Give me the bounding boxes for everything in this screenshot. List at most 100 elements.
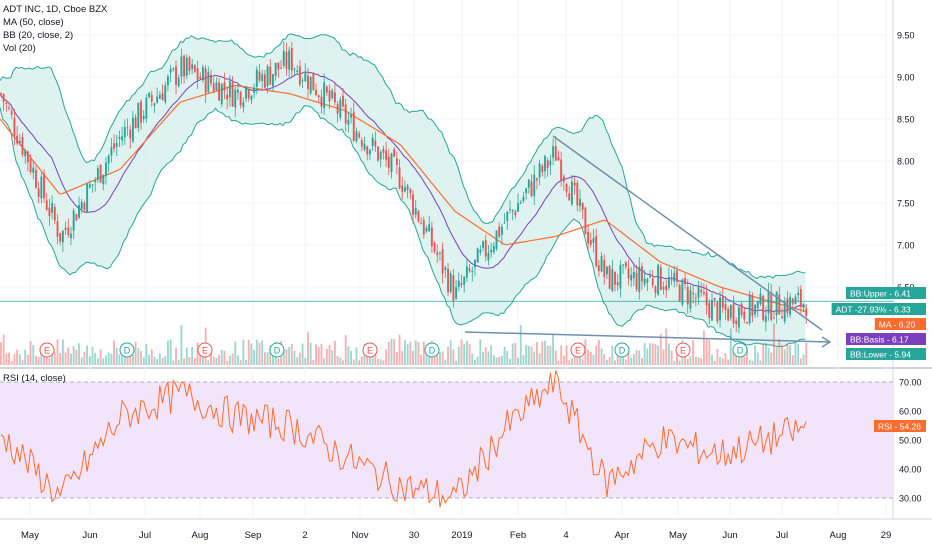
volume-bar [199, 350, 202, 365]
candle-body [616, 282, 619, 286]
candle-body [113, 143, 116, 149]
volume-bar [711, 354, 713, 365]
candle-body [455, 287, 458, 299]
volume-bar [339, 357, 342, 365]
volume-bar [527, 345, 530, 365]
candle-body [105, 162, 107, 176]
volume-bar [732, 352, 735, 365]
volume-bar [525, 345, 528, 365]
candle-body [347, 119, 350, 125]
time-axis-label: Apr [615, 530, 630, 541]
candle-body [0, 93, 2, 95]
volume-bar [336, 355, 339, 365]
candle-body [587, 231, 590, 244]
volume-bar [231, 353, 234, 365]
candle-body [242, 102, 245, 108]
candle-body [59, 232, 62, 242]
candle-body [234, 89, 237, 108]
volume-bar [107, 352, 110, 365]
candle-body [48, 207, 51, 216]
candle-body [331, 90, 334, 98]
candle-body [595, 236, 598, 266]
candle-body [606, 266, 608, 275]
candle-body [24, 150, 27, 157]
time-axis-label: 2019 [451, 530, 472, 541]
legend-symbol[interactable]: ADT INC, 1D, Cboe BZX [3, 4, 108, 15]
volume-bar [245, 359, 247, 365]
candle-body [406, 185, 409, 191]
legend-bb[interactable]: BB (20, close, 2) [3, 30, 74, 41]
candle-body [282, 50, 285, 66]
candle-body [729, 305, 732, 318]
candle-body [368, 149, 371, 155]
volume-bar [242, 339, 245, 365]
candle-body [253, 88, 256, 94]
trendline-support [464, 331, 831, 343]
volume-bar [651, 343, 654, 365]
volume-bar [511, 343, 514, 365]
candle-body [627, 268, 630, 279]
candle-body [32, 167, 35, 173]
volume-bar [600, 348, 603, 365]
volume-bar [228, 355, 231, 365]
volume-bar [210, 349, 212, 365]
candle-body [562, 176, 565, 182]
volume-bar [455, 360, 458, 365]
candle-body [401, 185, 404, 192]
candle-body [374, 140, 377, 147]
candle-body [794, 296, 797, 305]
candle-body [18, 141, 21, 143]
volume-bar [576, 353, 579, 365]
candle-body [425, 227, 428, 232]
candle-body [573, 182, 576, 186]
volume-bar [161, 357, 164, 365]
volume-bar [673, 360, 676, 365]
volume-bar [783, 349, 786, 365]
time-axis-label: Jul [139, 530, 151, 541]
volume-bar [487, 351, 490, 365]
candle-body [549, 160, 552, 166]
candle-body [754, 304, 757, 315]
volume-bar [562, 355, 565, 365]
volume-bar [272, 347, 274, 365]
candle-body [404, 187, 406, 192]
candle-body [377, 146, 379, 161]
candle-body [465, 266, 468, 278]
volume-bar [263, 352, 266, 365]
volume-bar [344, 335, 347, 365]
candle-body [764, 315, 767, 322]
candle-body [344, 104, 347, 124]
volume-bar [61, 339, 64, 365]
volume-bar [657, 345, 660, 365]
volume-bar [565, 345, 568, 365]
legend-ma[interactable]: MA (50, close) [3, 17, 64, 28]
volume-bar [377, 358, 379, 365]
candle-body [581, 202, 584, 210]
candle-body [762, 296, 765, 320]
volume-bar [627, 349, 630, 365]
candle-body [35, 170, 37, 188]
earnings-event-label: E [367, 346, 373, 356]
candle-body [638, 266, 641, 292]
volume-bar [514, 342, 517, 365]
volume-bar [414, 340, 417, 365]
candle-body [751, 295, 754, 316]
candle-body [309, 76, 312, 94]
volume-bar [735, 355, 738, 365]
candle-body [789, 296, 792, 315]
candle-body [746, 322, 748, 324]
candle-body [783, 301, 786, 322]
candle-body [576, 182, 579, 206]
volume-bar [323, 358, 326, 365]
volume-bar [145, 343, 148, 365]
volume-bar [772, 323, 775, 365]
volume-bar [331, 350, 334, 365]
legend-vol[interactable]: Vol (20) [3, 43, 36, 54]
price-tick-label: 9.00 [897, 73, 915, 83]
volume-bar [123, 351, 126, 365]
earnings-event-label: E [575, 346, 581, 356]
volume-bar [315, 344, 318, 365]
candle-body [484, 240, 487, 257]
rsi-legend[interactable]: RSI (14, close) [3, 373, 66, 384]
